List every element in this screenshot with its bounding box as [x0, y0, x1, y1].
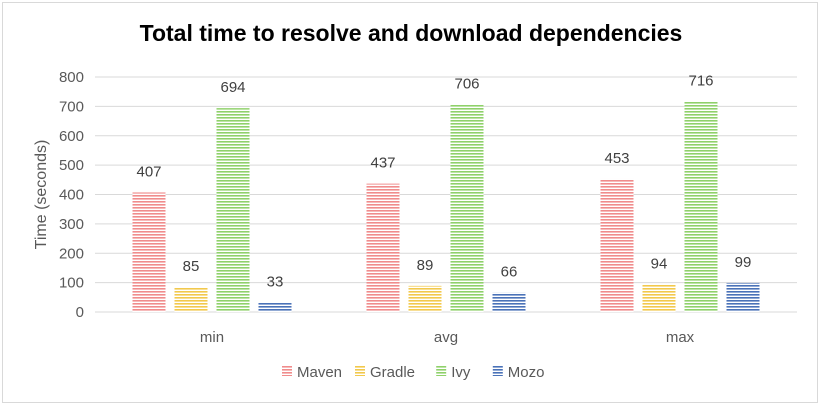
- x-axis-ticks: min avg max: [200, 329, 695, 346]
- data-label: 694: [220, 79, 245, 96]
- legend-swatch: [492, 366, 503, 376]
- bar-ivy-min: [216, 108, 250, 312]
- bar-ivy-avg: [450, 104, 484, 312]
- legend: Maven Gradle Ivy Mozo: [282, 364, 544, 381]
- data-label: 89: [417, 257, 434, 274]
- bars: [132, 101, 760, 312]
- bar-maven-avg: [366, 183, 400, 312]
- data-label: 437: [370, 155, 395, 172]
- data-label: 66: [501, 264, 518, 281]
- data-label: 33: [267, 273, 284, 290]
- y-tick-label: 100: [59, 275, 84, 292]
- bar-mozo-max: [726, 282, 760, 312]
- x-tick-label: min: [200, 329, 224, 346]
- legend-swatch: [282, 366, 292, 376]
- data-label: 94: [651, 255, 668, 272]
- data-label: 716: [688, 73, 713, 90]
- bar-ivy-max: [684, 101, 718, 312]
- data-label: 85: [183, 258, 200, 275]
- data-label: 99: [735, 254, 752, 271]
- data-labels: 407 85 694 33 437 89 706 66 453 94 716 99: [136, 73, 751, 291]
- bar-maven-max: [600, 178, 634, 312]
- x-tick-label: avg: [434, 329, 458, 346]
- y-tick-label: 200: [59, 245, 84, 262]
- y-tick-label: 400: [59, 187, 84, 204]
- bar-mozo-min: [258, 302, 292, 312]
- chart-title: Total time to resolve and download depen…: [139, 20, 683, 46]
- legend-item-ivy: Ivy: [436, 364, 471, 381]
- legend-label: Mozo: [508, 364, 545, 381]
- legend-label: Maven: [297, 364, 342, 381]
- y-tick-label: 300: [59, 216, 84, 233]
- legend-item-gradle: Gradle: [355, 364, 415, 381]
- bar-gradle-max: [642, 284, 676, 312]
- y-tick-label: 800: [59, 69, 84, 86]
- y-tick-label: 600: [59, 128, 84, 145]
- bar-gradle-min: [174, 287, 208, 312]
- legend-swatch: [355, 366, 365, 376]
- bar-maven-min: [132, 192, 166, 312]
- y-axis-label: Time (seconds): [33, 140, 50, 250]
- legend-item-maven: Maven: [282, 364, 342, 381]
- legend-label: Ivy: [451, 364, 471, 381]
- y-tick-label: 0: [76, 304, 84, 321]
- gridlines: [95, 76, 797, 313]
- bar-gradle-avg: [408, 285, 442, 312]
- y-tick-label: 500: [59, 157, 84, 174]
- y-tick-label: 700: [59, 98, 84, 115]
- data-label: 706: [454, 76, 479, 93]
- x-tick-label: max: [666, 329, 695, 346]
- data-label: 453: [604, 150, 629, 167]
- legend-item-mozo: Mozo: [492, 364, 545, 381]
- bar-mozo-avg: [492, 292, 526, 312]
- legend-label: Gradle: [370, 364, 415, 381]
- data-label: 407: [136, 163, 161, 180]
- y-axis-ticks: 0 100 200 300 400 500 600 700 800: [59, 69, 84, 321]
- legend-swatch: [436, 366, 447, 376]
